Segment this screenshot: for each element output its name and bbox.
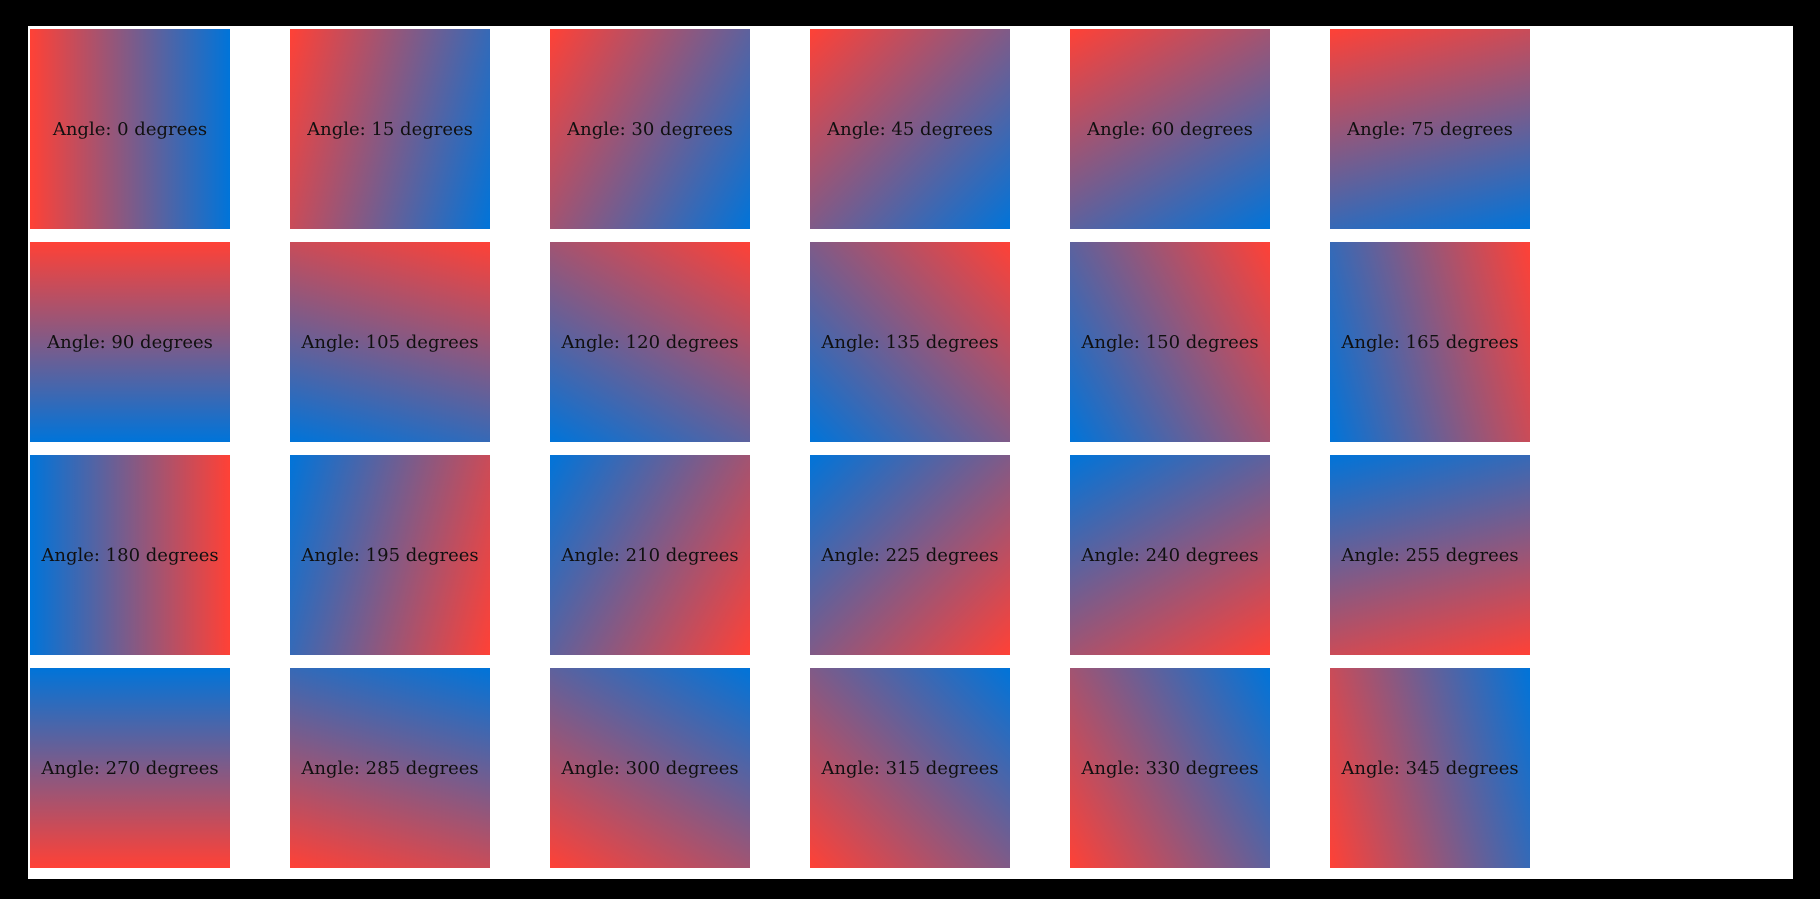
tile-label: Angle: 30 degrees: [567, 118, 733, 140]
tile-label: Angle: 165 degrees: [1341, 331, 1519, 353]
tile-label: Angle: 75 degrees: [1347, 118, 1513, 140]
tile-label: Angle: 210 degrees: [561, 544, 739, 566]
tile-label: Angle: 0 degrees: [52, 118, 208, 140]
tile-label: Angle: 60 degrees: [1087, 118, 1253, 140]
gradient-tile: Angle: 345 degrees: [1330, 668, 1530, 868]
gradient-tile: Angle: 225 degrees: [810, 455, 1010, 655]
gradient-tile: Angle: 30 degrees: [550, 29, 750, 229]
tile-label: Angle: 135 degrees: [821, 331, 999, 353]
gradient-tile: Angle: 150 degrees: [1070, 242, 1270, 442]
gradient-tile: Angle: 255 degrees: [1330, 455, 1530, 655]
tile-label: Angle: 15 degrees: [307, 118, 473, 140]
gradient-tile: Angle: 45 degrees: [810, 29, 1010, 229]
tile-label: Angle: 270 degrees: [41, 757, 219, 779]
gradient-tile: Angle: 15 degrees: [290, 29, 490, 229]
page-content: Angle: 0 degrees Angle: 15 degrees Angle…: [28, 26, 1793, 879]
gradient-tile: Angle: 210 degrees: [550, 455, 750, 655]
gradient-tile: Angle: 90 degrees: [30, 242, 230, 442]
tile-label: Angle: 150 degrees: [1081, 331, 1259, 353]
tile-label: Angle: 300 degrees: [561, 757, 739, 779]
tile-label: Angle: 225 degrees: [821, 544, 999, 566]
gradient-tile-grid: Angle: 0 degrees Angle: 15 degrees Angle…: [30, 29, 1530, 868]
gradient-tile: Angle: 75 degrees: [1330, 29, 1530, 229]
gradient-tile: Angle: 135 degrees: [810, 242, 1010, 442]
tile-label: Angle: 90 degrees: [47, 331, 213, 353]
tile-label: Angle: 45 degrees: [827, 118, 993, 140]
gradient-tile: Angle: 315 degrees: [810, 668, 1010, 868]
gradient-tile: Angle: 120 degrees: [550, 242, 750, 442]
tile-label: Angle: 195 degrees: [301, 544, 479, 566]
gradient-tile: Angle: 240 degrees: [1070, 455, 1270, 655]
gradient-tile: Angle: 105 degrees: [290, 242, 490, 442]
tile-label: Angle: 345 degrees: [1341, 757, 1519, 779]
tile-label: Angle: 180 degrees: [41, 544, 219, 566]
gradient-tile: Angle: 300 degrees: [550, 668, 750, 868]
gradient-tile: Angle: 270 degrees: [30, 668, 230, 868]
tile-label: Angle: 330 degrees: [1081, 757, 1259, 779]
tile-label: Angle: 315 degrees: [821, 757, 999, 779]
tile-label: Angle: 285 degrees: [301, 757, 479, 779]
tile-label: Angle: 105 degrees: [301, 331, 479, 353]
gradient-tile: Angle: 60 degrees: [1070, 29, 1270, 229]
tile-label: Angle: 255 degrees: [1341, 544, 1519, 566]
gradient-tile: Angle: 285 degrees: [290, 668, 490, 868]
gradient-tile: Angle: 195 degrees: [290, 455, 490, 655]
gradient-tile: Angle: 180 degrees: [30, 455, 230, 655]
gradient-tile: Angle: 165 degrees: [1330, 242, 1530, 442]
gradient-tile: Angle: 0 degrees: [30, 29, 230, 229]
tile-label: Angle: 120 degrees: [561, 331, 739, 353]
gradient-tile: Angle: 330 degrees: [1070, 668, 1270, 868]
tile-label: Angle: 240 degrees: [1081, 544, 1259, 566]
